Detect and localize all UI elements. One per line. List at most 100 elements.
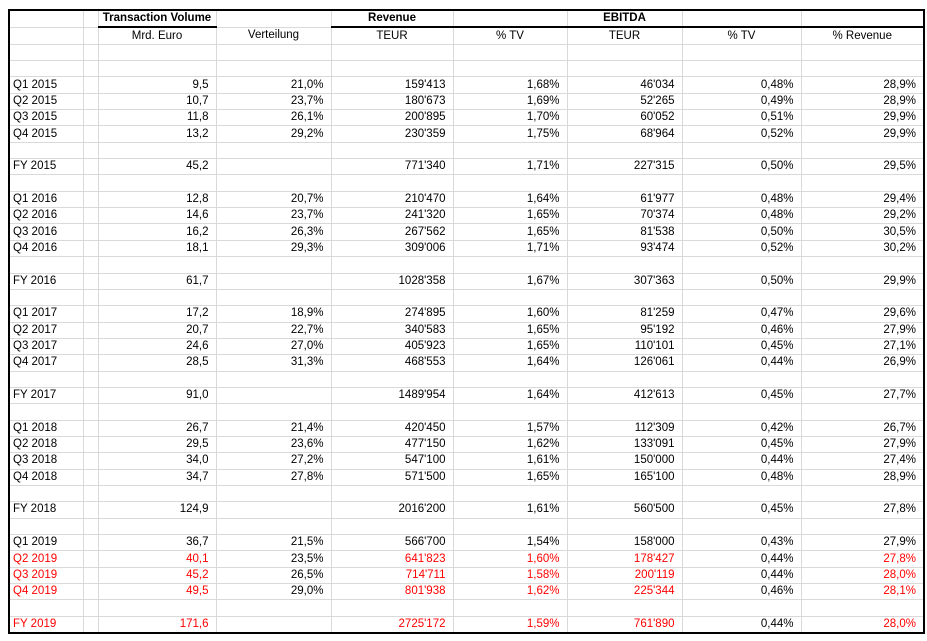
value-cell[interactable]: 0,48% xyxy=(681,76,802,94)
subheader-mrd-euro[interactable]: Mrd. Euro xyxy=(97,26,217,45)
value-cell[interactable]: 29,2% xyxy=(215,125,332,143)
value-cell[interactable]: 0,44% xyxy=(681,566,802,585)
value-cell[interactable]: 21,5% xyxy=(215,533,332,552)
value-cell[interactable] xyxy=(452,60,568,78)
value-cell[interactable]: 68'964 xyxy=(566,125,683,143)
value-cell[interactable]: 210'470 xyxy=(330,190,454,209)
value-cell[interactable] xyxy=(800,288,925,307)
value-cell[interactable]: 27,7% xyxy=(800,386,925,405)
value-cell[interactable]: 29,3% xyxy=(215,239,332,258)
spacer-cell[interactable] xyxy=(82,158,99,176)
value-cell[interactable]: 91,0 xyxy=(97,386,217,405)
value-cell[interactable] xyxy=(681,256,802,274)
value-cell[interactable]: 241'320 xyxy=(330,207,454,225)
value-cell[interactable] xyxy=(566,599,683,617)
value-cell[interactable]: 27,4% xyxy=(800,452,925,470)
value-cell[interactable] xyxy=(330,174,454,192)
value-cell[interactable]: 165'100 xyxy=(566,468,683,486)
value-cell[interactable]: 24,6 xyxy=(97,337,217,356)
value-cell[interactable]: 0,44% xyxy=(681,452,802,470)
subheader-ebitda-pct-tv[interactable]: % TV xyxy=(681,26,802,45)
value-cell[interactable]: 230'359 xyxy=(330,125,454,143)
spacer-cell[interactable] xyxy=(82,533,99,552)
value-cell[interactable]: 29,9% xyxy=(800,109,925,127)
value-cell[interactable] xyxy=(330,141,454,160)
value-cell[interactable] xyxy=(215,615,332,634)
value-cell[interactable]: 0,45% xyxy=(681,435,802,454)
value-cell[interactable]: 12,8 xyxy=(97,190,217,209)
value-cell[interactable]: 412'613 xyxy=(566,386,683,405)
row-label-cell[interactable]: FY 2019 xyxy=(8,615,84,634)
value-cell[interactable] xyxy=(97,174,217,192)
row-label-cell[interactable] xyxy=(8,256,84,274)
value-cell[interactable]: 1,64% xyxy=(452,354,568,372)
value-cell[interactable]: 31,3% xyxy=(215,354,332,372)
value-cell[interactable]: 28,0% xyxy=(800,566,925,585)
row-label-cell[interactable]: Q1 2015 xyxy=(8,76,84,94)
value-cell[interactable]: 26,1% xyxy=(215,109,332,127)
value-cell[interactable]: 1,65% xyxy=(452,321,568,339)
spacer-cell[interactable] xyxy=(82,354,99,372)
value-cell[interactable] xyxy=(452,288,568,307)
value-cell[interactable]: 29,5 xyxy=(97,435,217,454)
value-cell[interactable] xyxy=(330,403,454,421)
value-cell[interactable]: 1,60% xyxy=(452,305,568,323)
value-cell[interactable] xyxy=(681,174,802,192)
spacer-cell[interactable] xyxy=(82,109,99,127)
value-cell[interactable]: 124,9 xyxy=(97,501,217,519)
spacer-cell[interactable] xyxy=(82,125,99,143)
value-cell[interactable]: 0,45% xyxy=(681,386,802,405)
value-cell[interactable] xyxy=(800,141,925,160)
value-cell[interactable] xyxy=(800,517,925,536)
value-cell[interactable] xyxy=(681,484,802,503)
value-cell[interactable]: 200'119 xyxy=(566,566,683,585)
spacer-cell[interactable] xyxy=(215,9,332,28)
row-label-cell[interactable]: Q3 2017 xyxy=(8,337,84,356)
value-cell[interactable]: 801'938 xyxy=(330,583,454,601)
value-cell[interactable]: 18,1 xyxy=(97,239,217,258)
row-label-cell[interactable]: Q2 2015 xyxy=(8,92,84,111)
spacer-cell[interactable] xyxy=(82,566,99,585)
value-cell[interactable] xyxy=(681,599,802,617)
value-cell[interactable] xyxy=(215,599,332,617)
value-cell[interactable] xyxy=(215,288,332,307)
value-cell[interactable]: 93'474 xyxy=(566,239,683,258)
value-cell[interactable]: 21,4% xyxy=(215,419,332,437)
value-cell[interactable]: 29,9% xyxy=(800,272,925,290)
value-cell[interactable]: 27,8% xyxy=(800,501,925,519)
row-label-cell[interactable]: Q2 2018 xyxy=(8,435,84,454)
value-cell[interactable]: 477'150 xyxy=(330,435,454,454)
subheader-revenue-teur[interactable]: TEUR xyxy=(330,26,454,45)
corner-cell[interactable] xyxy=(8,9,84,28)
corner-cell[interactable] xyxy=(8,26,84,45)
subheader-revenue-pct-tv[interactable]: % TV xyxy=(452,26,568,45)
value-cell[interactable]: 0,50% xyxy=(681,158,802,176)
spacer-cell[interactable] xyxy=(82,141,99,160)
value-cell[interactable] xyxy=(800,174,925,192)
value-cell[interactable] xyxy=(97,370,217,388)
row-label-cell[interactable] xyxy=(8,141,84,160)
value-cell[interactable]: 13,2 xyxy=(97,125,217,143)
row-label-cell[interactable]: Q2 2019 xyxy=(8,550,84,568)
value-cell[interactable]: 61,7 xyxy=(97,272,217,290)
spacer-cell[interactable] xyxy=(82,305,99,323)
spacer-cell[interactable] xyxy=(82,190,99,209)
value-cell[interactable]: 40,1 xyxy=(97,550,217,568)
value-cell[interactable]: 16,2 xyxy=(97,223,217,241)
value-cell[interactable] xyxy=(452,370,568,388)
spacer-cell[interactable] xyxy=(82,583,99,601)
value-cell[interactable] xyxy=(215,517,332,536)
value-cell[interactable]: 225'344 xyxy=(566,583,683,601)
value-cell[interactable]: 1,60% xyxy=(452,550,568,568)
value-cell[interactable] xyxy=(452,256,568,274)
spacer-cell[interactable] xyxy=(82,435,99,454)
row-label-cell[interactable]: Q3 2019 xyxy=(8,566,84,585)
value-cell[interactable]: 1,62% xyxy=(452,435,568,454)
value-cell[interactable]: 23,7% xyxy=(215,207,332,225)
value-cell[interactable] xyxy=(566,370,683,388)
value-cell[interactable]: 29,9% xyxy=(800,125,925,143)
value-cell[interactable]: 274'895 xyxy=(330,305,454,323)
value-cell[interactable] xyxy=(215,174,332,192)
spacer-cell[interactable] xyxy=(82,76,99,94)
value-cell[interactable] xyxy=(215,60,332,78)
